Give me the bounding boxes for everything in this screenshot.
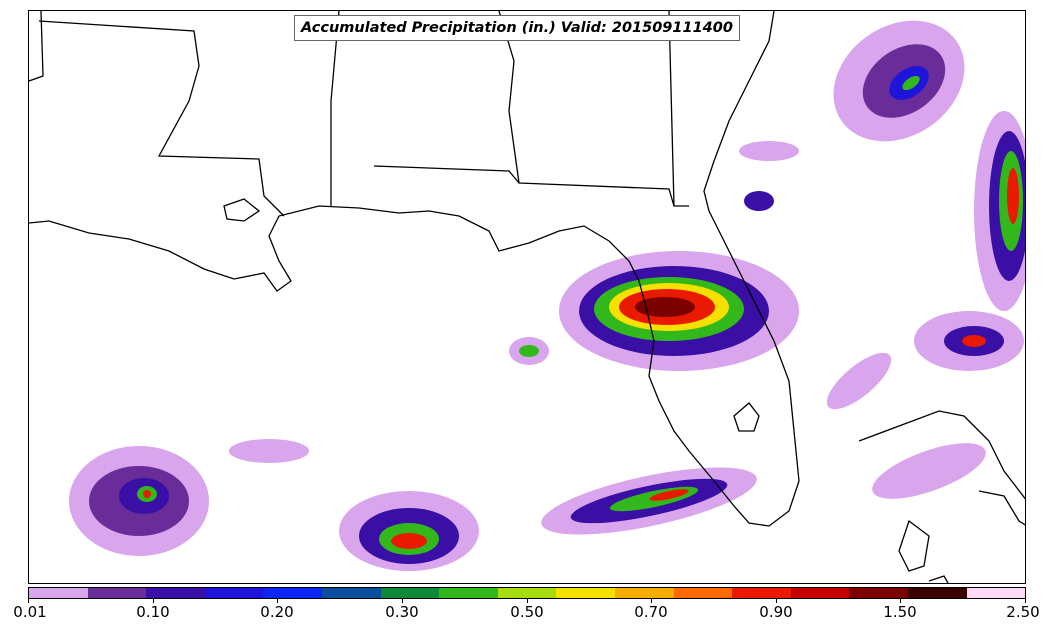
- colorbar-tick-label: 0.30: [385, 603, 419, 621]
- colorbar-tick: [153, 599, 154, 603]
- colorbar-segment: [556, 588, 615, 598]
- colorbar-tick-label: 0.50: [510, 603, 544, 621]
- colorbar-segment: [497, 588, 557, 598]
- colorbar-tick: [651, 599, 652, 603]
- colorbar-segment: [87, 588, 147, 598]
- colorbar-segment: [732, 588, 791, 598]
- colorbar-segment: [439, 588, 498, 598]
- colorbar-segment: [321, 588, 381, 598]
- colorbar-tick-label: 0.20: [260, 603, 294, 621]
- colorbar-segment: [614, 588, 674, 598]
- colorbar-segment: [849, 588, 908, 598]
- colorbar-tick: [28, 599, 29, 603]
- map-canvas: [29, 11, 1025, 583]
- colorbar-segment: [29, 588, 88, 598]
- map-title: Accumulated Precipitation (in.) Valid: 2…: [294, 15, 740, 41]
- colorbar-tick: [277, 599, 278, 603]
- colorbar-segment: [907, 588, 967, 598]
- colorbar-tick-label: 1.50: [883, 603, 917, 621]
- colorbar-tick: [527, 599, 528, 603]
- colorbar-tick-label: 0.70: [634, 603, 668, 621]
- colorbar-segment: [966, 588, 1026, 598]
- colorbar-tick: [1025, 599, 1026, 603]
- precipitation-field: [69, 20, 1025, 571]
- colorbar-segment: [673, 588, 733, 598]
- colorbar-tick: [402, 599, 403, 603]
- precipitation-map: [28, 10, 1026, 584]
- colorbar-segment: [380, 588, 440, 598]
- colorbar-tick: [776, 599, 777, 603]
- colorbar-tick-label: 2.50: [1006, 603, 1040, 621]
- colorbar-tick-label: 0.10: [136, 603, 170, 621]
- colorbar-tick-label: 0.90: [759, 603, 793, 621]
- colorbar-segment: [204, 588, 264, 598]
- colorbar-segment: [263, 588, 322, 598]
- colorbar-segment: [790, 588, 850, 598]
- colorbar-tick-label: 0.01: [13, 603, 47, 621]
- colorbar-segment: [146, 588, 205, 598]
- colorbar: [28, 587, 1026, 599]
- colorbar-tick: [900, 599, 901, 603]
